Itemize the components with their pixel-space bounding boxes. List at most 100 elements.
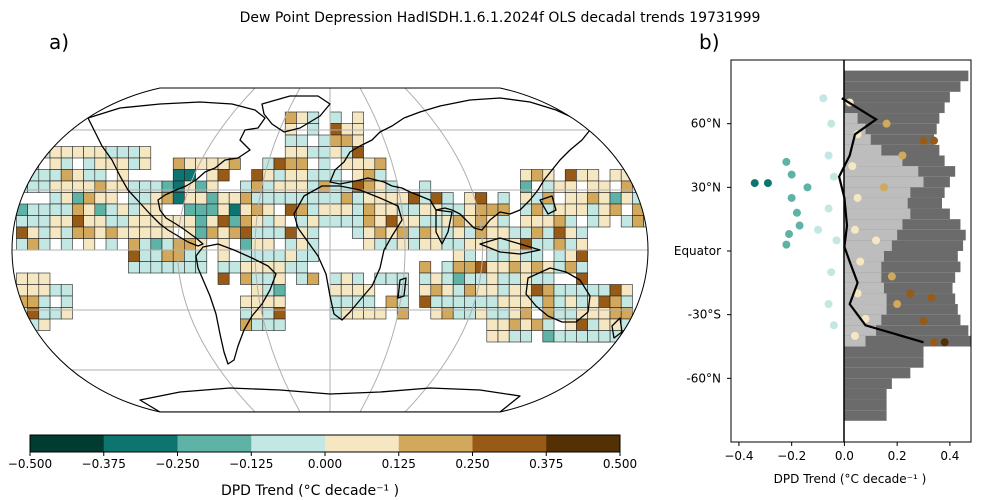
colorbar-tick-label: −0.500 — [8, 457, 52, 471]
coverage-bar-light — [844, 251, 884, 262]
grid-cell — [139, 226, 152, 239]
grid-cell — [553, 307, 566, 320]
grid-cell — [508, 249, 521, 262]
x-axis-label: DPD Trend (°C decade⁻¹ ) — [774, 472, 927, 486]
grid-cell — [598, 295, 611, 308]
grid-cell — [452, 249, 465, 262]
grid-cell — [195, 203, 208, 216]
trend-point — [930, 338, 939, 347]
coverage-bar-dark — [844, 357, 924, 368]
grid-cell — [520, 192, 532, 205]
colorbar-tick-label: 0.375 — [529, 457, 563, 471]
grid-cell — [620, 192, 633, 205]
grid-cell — [49, 146, 62, 159]
grid-cell — [363, 180, 376, 193]
grid-cell — [284, 226, 297, 239]
grid-cell — [598, 318, 611, 331]
trend-point — [853, 193, 862, 202]
y-axis-ticks: 60°N 30°N Equator -30°S -60°N — [674, 117, 731, 385]
grid-cell — [464, 203, 476, 216]
grid-cell — [94, 203, 107, 216]
grid-cell — [228, 215, 241, 228]
grid-cell — [419, 226, 432, 239]
grid-cell — [72, 146, 84, 159]
grid-cell — [217, 226, 230, 239]
grid-cell — [542, 238, 555, 251]
colorbar-swatch — [325, 435, 400, 452]
coverage-bar-dark — [844, 388, 887, 400]
grid-cell — [542, 295, 555, 308]
grid-cell — [262, 157, 275, 170]
grid-cell — [296, 157, 308, 170]
grid-cell — [184, 192, 196, 205]
coverage-bar-light — [844, 166, 919, 177]
colorbar-swatch — [30, 435, 105, 452]
grid-cell — [60, 180, 73, 193]
grid-cell — [16, 157, 28, 170]
grid-cell — [262, 284, 275, 297]
grid-cell — [553, 226, 566, 239]
colorbar-label: DPD Trend (°C decade⁻¹ ) — [221, 483, 399, 499]
grid-cell — [139, 192, 152, 205]
grid-cell — [38, 238, 51, 251]
grid-cell — [318, 215, 331, 228]
grid-cell — [609, 295, 622, 308]
coverage-bar-light — [844, 240, 892, 251]
trend-point — [853, 289, 862, 298]
grid-cell — [352, 272, 364, 285]
grid-cell — [60, 215, 73, 228]
grid-cell — [564, 295, 577, 308]
grid-cell — [60, 284, 73, 297]
grid-cell — [587, 307, 600, 320]
grid-cell — [609, 169, 622, 182]
grid-cell — [531, 169, 544, 182]
trend-point — [850, 331, 859, 340]
grid-cell — [94, 157, 107, 170]
grid-cell — [296, 146, 308, 159]
grid-cell — [408, 203, 420, 216]
coverage-bar-dark — [844, 335, 971, 347]
grid-cell — [531, 272, 544, 285]
grid-cell — [139, 249, 152, 262]
grid-cell — [296, 134, 308, 147]
grid-cell — [564, 330, 577, 343]
coverage-bar-light — [844, 325, 877, 336]
grid-cell — [464, 284, 476, 297]
grid-cell — [542, 226, 555, 239]
grid-cell — [598, 307, 611, 320]
grid-cell — [329, 272, 342, 285]
grid-cell — [385, 203, 398, 216]
coverage-bar-dark — [844, 293, 956, 305]
x-tick-label: −0.2 — [777, 449, 806, 463]
coverage-bar-light — [844, 113, 858, 124]
colorbar-swatch — [177, 435, 252, 452]
grid-cell — [508, 307, 521, 320]
grid-cell — [49, 169, 62, 182]
grid-cell — [486, 272, 499, 285]
grid-cell — [419, 261, 432, 274]
grid-cell — [542, 180, 555, 193]
grid-cell — [184, 261, 196, 274]
coverage-bar-dark — [844, 113, 940, 124]
grid-cell — [240, 295, 252, 308]
grid-cell — [83, 226, 96, 239]
grid-cell — [340, 272, 353, 285]
grid-cell — [116, 169, 129, 182]
grid-cell — [83, 157, 96, 170]
grid-cell — [128, 192, 140, 205]
grid-cell — [161, 249, 174, 262]
grid-cell — [564, 169, 577, 182]
grid-cell — [38, 295, 51, 308]
grid-cell — [161, 238, 174, 251]
grid-cell — [486, 318, 499, 331]
trend-point — [829, 172, 838, 181]
grid-cell — [296, 272, 308, 285]
grid-cell — [564, 249, 577, 262]
grid-cell — [60, 169, 73, 182]
grid-cell — [363, 238, 376, 251]
trend-point — [814, 225, 823, 234]
graticule — [12, 88, 648, 412]
y-tick-label: Equator — [674, 244, 721, 258]
trend-point — [879, 183, 888, 192]
grid-cell — [576, 203, 588, 216]
